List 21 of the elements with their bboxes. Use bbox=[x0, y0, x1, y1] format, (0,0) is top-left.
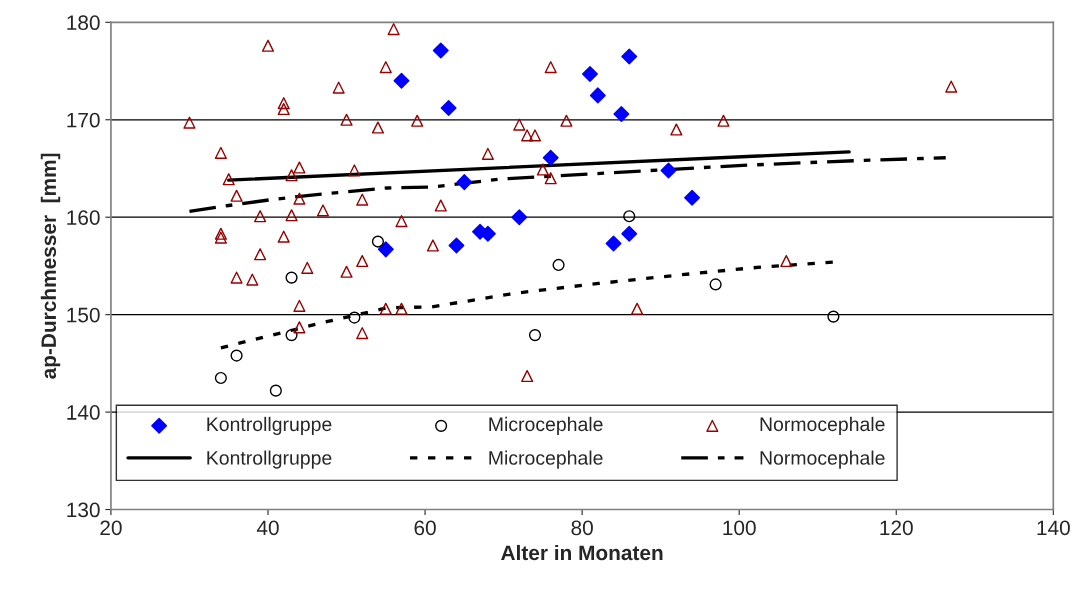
y-tick-label: 140 bbox=[67, 405, 100, 420]
x-tick-label: 80 bbox=[571, 520, 593, 536]
x-tick-label: 120 bbox=[880, 520, 913, 536]
legend-label: Normocephale bbox=[760, 416, 885, 435]
legend-label: Microcephale bbox=[489, 416, 603, 435]
x-tick-label: 140 bbox=[1037, 520, 1070, 536]
legend-label: Normocephale bbox=[760, 450, 885, 469]
y-tick-label: 160 bbox=[67, 210, 100, 225]
x-tick-label: 40 bbox=[256, 520, 279, 536]
legend-label: Microcephale bbox=[489, 450, 603, 469]
y-axis-title: ap-Durchmesser [mm] bbox=[40, 153, 61, 379]
legend-label: Kontrollgruppe bbox=[207, 416, 332, 435]
y-tick-label: 170 bbox=[67, 112, 100, 128]
x-tick-label: 60 bbox=[414, 520, 436, 536]
x-tick-label: 20 bbox=[100, 520, 122, 536]
y-tick-label: 180 bbox=[67, 15, 100, 31]
y-tick-label: 150 bbox=[67, 307, 100, 323]
y-tick-label: 130 bbox=[67, 502, 100, 518]
x-axis-title: Alter in Monaten bbox=[501, 544, 663, 561]
x-tick-label: 100 bbox=[723, 520, 756, 536]
legend-label: Kontrollgruppe bbox=[207, 450, 332, 469]
